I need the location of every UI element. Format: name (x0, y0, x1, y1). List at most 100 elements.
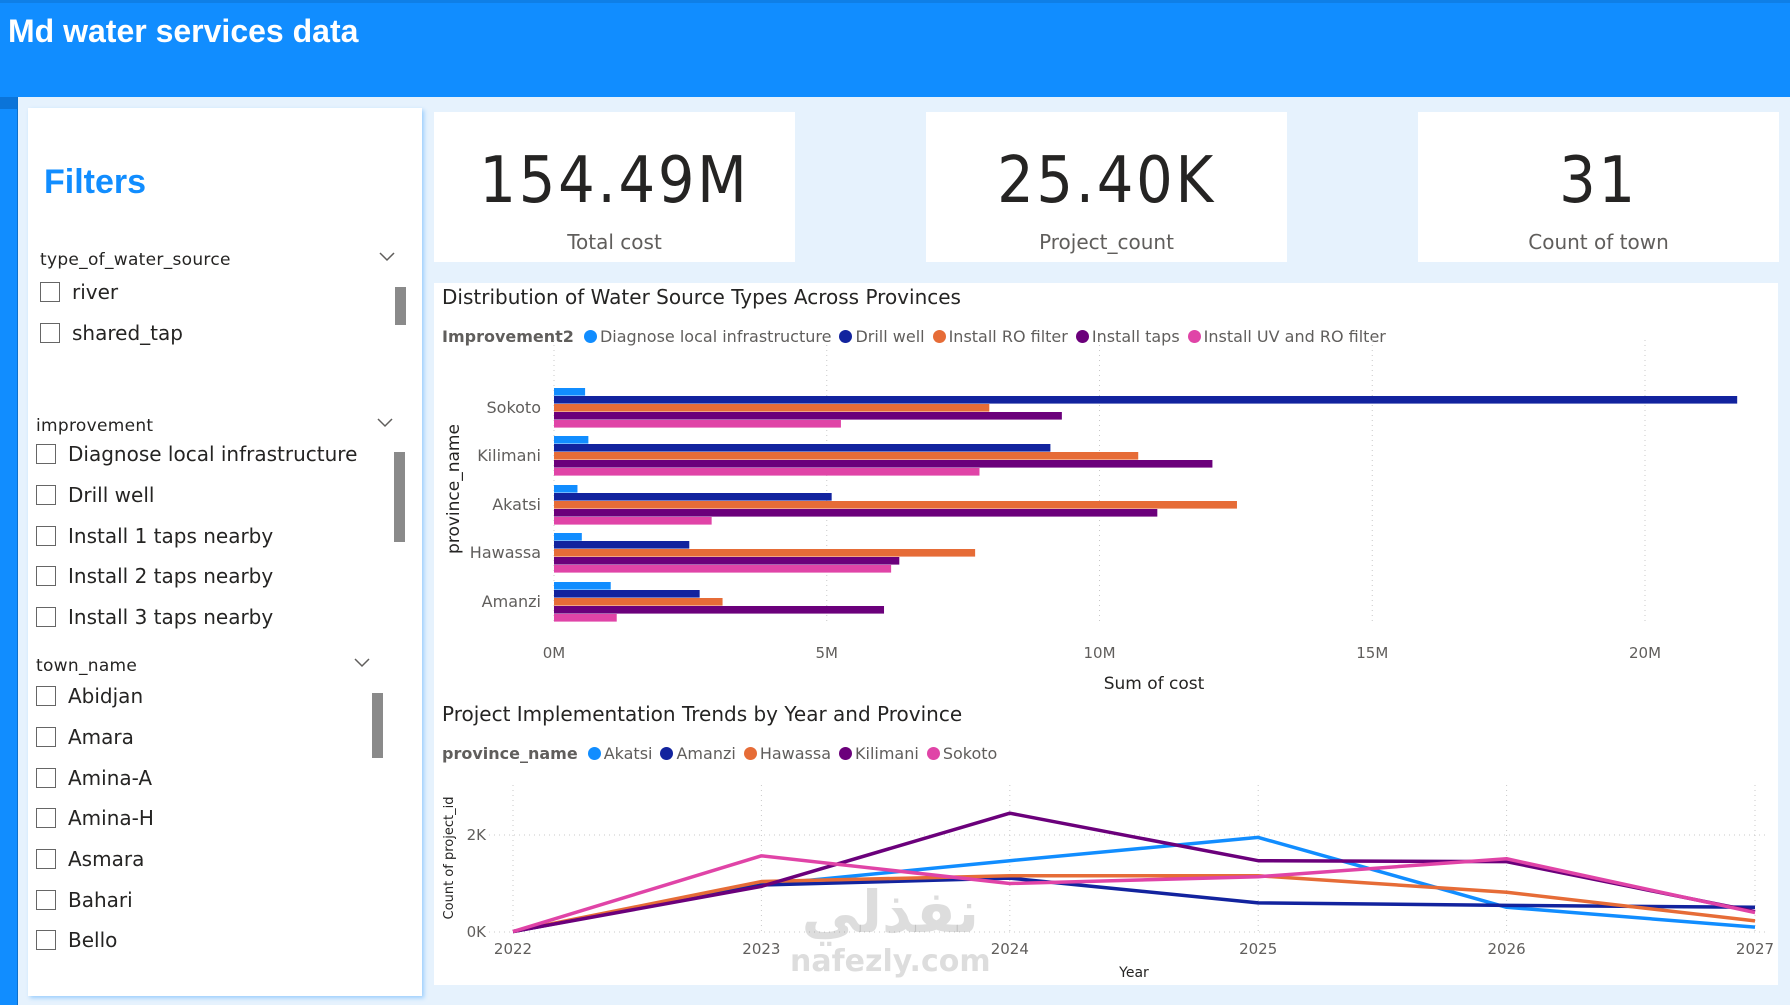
legend-dot-icon (587, 747, 601, 760)
bar (554, 590, 700, 598)
legend-item[interactable]: Diagnose local infrastructure (583, 327, 831, 346)
slicer-item-install-3-taps[interactable]: Install 3 taps nearby (36, 601, 273, 633)
legend-label: Install UV and RO filter (1203, 327, 1386, 346)
line-chart-panel[interactable]: Project Implementation Trends by Year an… (434, 700, 1778, 985)
slicer-item-river[interactable]: river (40, 276, 118, 308)
legend-dot-icon (1075, 330, 1089, 343)
slicer-item-label: Diagnose local infrastructure (68, 442, 358, 466)
checkbox[interactable] (40, 282, 60, 302)
kpi-label: Total cost (567, 230, 662, 254)
checkbox[interactable] (36, 808, 56, 828)
bar (554, 541, 690, 549)
slicer-item-amara[interactable]: Amara (36, 721, 134, 753)
slicer-item-install-1-taps[interactable]: Install 1 taps nearby (36, 520, 273, 552)
bar (554, 460, 1213, 468)
slicer-item-install-2-taps[interactable]: Install 2 taps nearby (36, 560, 273, 592)
bar (554, 598, 723, 606)
bar (554, 452, 1139, 460)
slicer-item-shared-tap[interactable]: shared_tap (40, 317, 183, 349)
slicer-item-bello[interactable]: Bello (36, 924, 117, 956)
legend-item[interactable]: Drill well (839, 327, 925, 346)
chevron-down-icon[interactable] (379, 252, 395, 266)
slicer-item-abidjan[interactable]: Abidjan (36, 680, 143, 712)
slicer-header: type_of_water_source (40, 250, 231, 270)
checkbox[interactable] (36, 485, 56, 505)
bar-chart-svg[interactable]: 0M 5M 10M 15M 20M Sum of cost province_name Sok… (434, 283, 1778, 700)
slicer-scrollbar[interactable] (372, 693, 383, 758)
bar (554, 533, 582, 541)
kpi-label: Count of town (1528, 230, 1669, 254)
legend-dot-icon (660, 747, 674, 760)
bar (554, 557, 900, 565)
slicer-item-label: Bahari (68, 888, 133, 912)
bar (554, 420, 841, 428)
series-line-kilimani (512, 811, 1756, 934)
x-axis-title: Year (1118, 965, 1149, 981)
chevron-down-icon[interactable] (377, 418, 393, 432)
slicer-item-label: river (72, 280, 119, 304)
bar-chart-panel[interactable]: Distribution of Water Source Types Acros… (434, 283, 1778, 700)
bar (554, 412, 1062, 420)
y-axis-title: province_name (444, 424, 464, 554)
line-chart-svg[interactable]: 2022 2023 2024 2025 2026 2027 0K 2K Count of pro… (434, 700, 1778, 985)
bar (554, 614, 617, 622)
filters-panel: Filters type_of_water_source river share… (28, 108, 422, 996)
slicer-header: improvement (36, 416, 154, 436)
checkbox[interactable] (36, 930, 56, 950)
legend-dot-icon (583, 330, 597, 343)
legend-label: Sokoto (942, 744, 998, 763)
legend-item[interactable]: Hawassa (743, 744, 831, 763)
filters-title: Filters (44, 163, 147, 201)
legend-label: Kilimani (855, 744, 919, 763)
checkbox[interactable] (36, 727, 56, 747)
kpi-card-project-count[interactable]: 25.40K Project_count (926, 112, 1287, 262)
slicer-item-amina-a[interactable]: Amina-A (36, 762, 152, 794)
kpi-card-total-cost[interactable]: 154.49M Total cost (434, 112, 795, 262)
slicer-item-label: Install 3 taps nearby (68, 605, 274, 629)
checkbox[interactable] (36, 890, 56, 910)
slicer-item-bahari[interactable]: Bahari (36, 884, 133, 916)
legend-dot-icon (743, 747, 757, 760)
checkbox[interactable] (40, 323, 60, 343)
bar (554, 549, 976, 557)
bar (554, 436, 589, 444)
legend-label: Drill well (855, 327, 925, 346)
checkbox[interactable] (36, 768, 56, 788)
legend-item[interactable]: Install taps (1075, 327, 1180, 346)
checkbox[interactable] (36, 526, 56, 546)
slicer-item-diagnose[interactable]: Diagnose local infrastructure (36, 438, 357, 470)
report-header: Md water services data (0, 0, 1790, 97)
legend-item[interactable]: Install UV and RO filter (1187, 327, 1386, 346)
bar (554, 485, 578, 493)
checkbox[interactable] (36, 849, 56, 869)
bar (554, 388, 586, 396)
kpi-value: 154.49M (479, 144, 750, 218)
checkbox[interactable] (36, 607, 56, 627)
y-tick-label: Hawassa (470, 543, 541, 562)
slicer-item-amina-h[interactable]: Amina-H (36, 802, 154, 834)
bar (554, 468, 980, 476)
bar (554, 517, 712, 525)
kpi-card-count-of-town[interactable]: 31 Count of town (1418, 112, 1779, 262)
slicer-town-name: town_name Abidjan Amara Amina-A Amina-H … (28, 656, 422, 986)
slicer-item-drill-well[interactable]: Drill well (36, 479, 154, 511)
legend-item[interactable]: Sokoto (926, 744, 998, 763)
checkbox[interactable] (36, 444, 56, 464)
slicer-scrollbar[interactable] (394, 452, 405, 542)
legend-dot-icon (926, 747, 940, 760)
bar (554, 582, 611, 590)
slicer-scrollbar[interactable] (395, 287, 406, 325)
legend-label: Install taps (1091, 327, 1180, 346)
slicer-item-asmara[interactable]: Asmara (36, 843, 144, 875)
legend-item[interactable]: Install RO filter (932, 327, 1068, 346)
legend-item[interactable]: Kilimani (839, 744, 919, 763)
checkbox[interactable] (36, 566, 56, 586)
checkbox[interactable] (36, 686, 56, 706)
legend-item[interactable]: Akatsi (587, 744, 652, 763)
series-line-akatsi (512, 835, 1756, 934)
slicer-item-label: Asmara (68, 847, 145, 871)
kpi-value: 25.40K (997, 144, 1216, 218)
chevron-down-icon[interactable] (354, 658, 370, 672)
series-line-hawassa (512, 873, 1756, 934)
legend-item[interactable]: Amanzi (660, 744, 736, 763)
